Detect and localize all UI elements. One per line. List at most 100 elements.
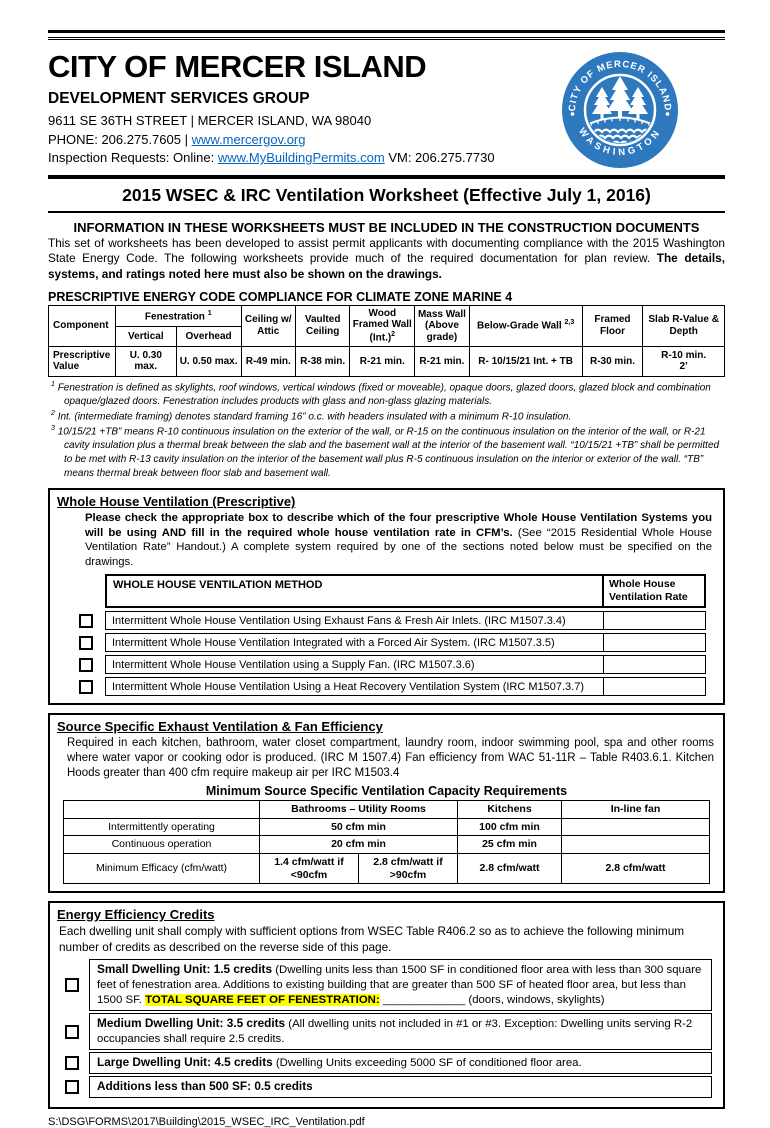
eec-checkbox-large[interactable] (65, 1056, 79, 1071)
source-specific-title: Source Specific Exhaust Ventilation & Fa… (57, 719, 383, 735)
col-component: Component (48, 304, 116, 347)
whv-method-label: Intermittent Whole House Ventilation usi… (112, 658, 475, 671)
whv-checkbox-forced-air[interactable] (79, 635, 93, 650)
method-column-header: WHOLE HOUSE VENTILATION METHOD (113, 579, 323, 592)
src-col-bathrooms: Bathrooms – Utility Rooms (259, 800, 458, 819)
col-wood-framed-wall: Wood Framed Wall (Int.)2 (349, 304, 416, 347)
phone-label: PHONE: 206.275.7605 | (48, 131, 192, 147)
file-path-footer: S:\DSG\FORMS\2017\Building\2015_WSEC_IRC… (48, 1116, 365, 1128)
letterhead: CITY OF MERCER ISLAND DEVELOPMENT SERVIC… (48, 48, 725, 170)
whole-house-row-3: Intermittent Whole House Ventilation usi… (79, 655, 706, 675)
energy-credits-section: Energy Efficiency Credits Each dwelling … (48, 901, 725, 1110)
footnote-3: 3 10/15/21 +TB” means R-10 continuous in… (51, 424, 720, 479)
mybuildingpermits-link[interactable]: www.MyBuildingPermits.com (217, 150, 385, 165)
inspection-line: Inspection Requests: Online: www.MyBuild… (48, 149, 495, 167)
whv-checkbox-exhaust-fans[interactable] (79, 613, 93, 628)
whv-method-label: Intermittent Whole House Ventilation Usi… (112, 680, 585, 693)
whv-checkbox-supply-fan[interactable] (79, 657, 93, 672)
org-name: CITY OF MERCER ISLAND (48, 49, 427, 84)
energy-option-small-text: Small Dwelling Unit: 1.5 credits (Dwelli… (89, 958, 712, 1012)
header-bottom-rule (48, 175, 725, 179)
source-capacity-table: Bathrooms – Utility Rooms Kitchens In-li… (63, 800, 710, 885)
inspection-vm: VM: 206.275.7730 (384, 150, 495, 165)
inspection-label: Inspection Requests: Online: (48, 150, 218, 165)
value-mass-wall: R-21 min. (414, 345, 470, 377)
fenestration-highlight: TOTAL SQUARE FEET OF FENESTRATION: (145, 993, 380, 1006)
col-vaulted-ceiling: Vaulted Ceiling (294, 304, 351, 347)
col-framed-floor: Framed Floor (581, 304, 644, 347)
additions-label: Additions less than 500 SF: 0.5 credits (97, 1079, 313, 1094)
fenestration-suffix: (doors, windows, skylights) (468, 993, 605, 1006)
col-below-grade-wall: Below-Grade Wall 2,3 (468, 304, 583, 347)
prescriptive-table: Component Fenestration 1 Ceiling w/ Atti… (48, 304, 725, 377)
whole-house-table-header: WHOLE HOUSE VENTILATION METHOD Whole Hou… (105, 574, 706, 609)
src-row-continuous-label: Continuous operation (63, 835, 260, 855)
src-intermittent-inline (561, 817, 710, 837)
eec-checkbox-small[interactable] (65, 977, 79, 992)
whole-house-row-2: Intermittent Whole House Ventilation Int… (79, 633, 706, 653)
city-seal-logo: CITY OF MERCER ISLAND WASHINGTON (560, 50, 680, 170)
info-paragraph: This set of worksheets has been develope… (48, 236, 725, 282)
small-unit-label: Small Dwelling Unit: 1.5 credits (97, 961, 273, 976)
whv-rate-cell-2[interactable] (603, 634, 705, 652)
src-efficacy-bath-high: 2.8 cfm/watt if >90cfm (358, 853, 458, 885)
whv-rate-cell-4[interactable] (603, 678, 705, 696)
eec-checkbox-medium[interactable] (65, 1024, 79, 1039)
top-rule-thick (48, 30, 725, 33)
value-vertical: U. 0.30 max. (114, 345, 177, 377)
src-efficacy-kitchens: 2.8 cfm/watt (457, 853, 562, 885)
src-col-inline-fan: In-line fan (561, 800, 710, 819)
energy-credits-body: Each dwelling unit shall comply with suf… (59, 924, 685, 954)
department-name: DEVELOPMENT SERVICES GROUP (48, 90, 310, 108)
row-label-prescriptive-value: Prescriptive Value (48, 345, 116, 377)
rate-column-header: Whole House Ventilation Rate (602, 576, 704, 607)
col-slab: Slab R-Value & Depth (642, 304, 725, 347)
large-unit-label: Large Dwelling Unit: 4.5 credits (97, 1055, 273, 1070)
address-line: 9611 SE 36TH STREET | MERCER ISLAND, WA … (48, 113, 372, 129)
energy-option-large-text: Large Dwelling Unit: 4.5 credits (Dwelli… (89, 1052, 712, 1075)
src-continuous-kitchens: 25 cfm min (457, 835, 562, 855)
source-table-title: Minimum Source Specific Ventilation Capa… (205, 784, 568, 799)
whole-house-intro-rest: (See “2015 Residential Whole House Venti… (85, 526, 712, 568)
whole-house-table: WHOLE HOUSE VENTILATION METHOD Whole Hou… (79, 574, 706, 697)
top-rule-double (48, 37, 725, 40)
whv-method-label: Intermittent Whole House Ventilation Usi… (112, 614, 566, 627)
whole-house-ventilation-section: Whole House Ventilation (Prescriptive) P… (48, 488, 725, 706)
energy-option-medium-text: Medium Dwelling Unit: 3.5 credits (All d… (89, 1013, 712, 1051)
src-efficacy-inline: 2.8 cfm/watt (561, 853, 710, 885)
letterhead-text: CITY OF MERCER ISLAND DEVELOPMENT SERVIC… (48, 48, 495, 167)
col-vertical: Vertical (114, 326, 177, 347)
whv-checkbox-hrv[interactable] (79, 679, 93, 694)
src-row-efficacy-label: Minimum Efficacy (cfm/watt) (63, 853, 260, 885)
large-unit-desc: (Dwelling Units exceeding 5000 SF of con… (272, 1057, 582, 1070)
src-intermittent-kitchens: 100 cfm min (457, 817, 562, 837)
value-framed-floor: R-30 min. (581, 345, 644, 377)
whv-rate-cell-3[interactable] (603, 656, 705, 674)
pine-trees-icon (592, 77, 648, 119)
info-heading: INFORMATION IN THESE WORKSHEETS MUST BE … (73, 220, 700, 235)
energy-credits-title: Energy Efficiency Credits (57, 907, 215, 923)
source-specific-section: Source Specific Exhaust Ventilation & Fa… (48, 713, 725, 894)
medium-unit-label: Medium Dwelling Unit: 3.5 credits (97, 1016, 286, 1031)
src-corner-cell (63, 800, 260, 819)
whole-house-row-4: Intermittent Whole House Ventilation Usi… (79, 677, 706, 697)
value-slab: R-10 min. 2’ (642, 345, 725, 377)
whole-house-intro-bold: Please check the appropriate box to desc… (85, 512, 712, 539)
energy-option-small: Small Dwelling Unit: 1.5 credits (Dwelli… (57, 958, 716, 1012)
energy-option-large: Large Dwelling Unit: 4.5 credits (Dwelli… (57, 1052, 716, 1075)
src-intermittent-bathrooms: 50 cfm min (259, 817, 458, 837)
whole-house-title: Whole House Ventilation (Prescriptive) (57, 494, 296, 510)
whv-rate-cell-1[interactable] (603, 612, 705, 630)
energy-option-medium: Medium Dwelling Unit: 3.5 credits (All d… (57, 1013, 716, 1051)
hill-hatch-marks (590, 117, 650, 126)
whole-house-intro: Please check the appropriate box to desc… (85, 511, 712, 569)
eec-checkbox-additions[interactable] (65, 1080, 79, 1095)
value-vaulted: R-38 min. (294, 345, 351, 377)
footnotes: 1 Fenestration is defined as skylights, … (48, 380, 725, 481)
fenestration-blank-field[interactable]: _____________ (379, 993, 469, 1006)
mercergov-link[interactable]: www.mercergov.org (191, 131, 306, 147)
whv-method-label: Intermittent Whole House Ventilation Int… (112, 636, 555, 649)
phone-line: PHONE: 206.275.7605 | www.mercergov.org (48, 131, 495, 149)
document-title: 2015 WSEC & IRC Ventilation Worksheet (E… (122, 185, 651, 205)
col-overhead: Overhead (175, 326, 242, 347)
